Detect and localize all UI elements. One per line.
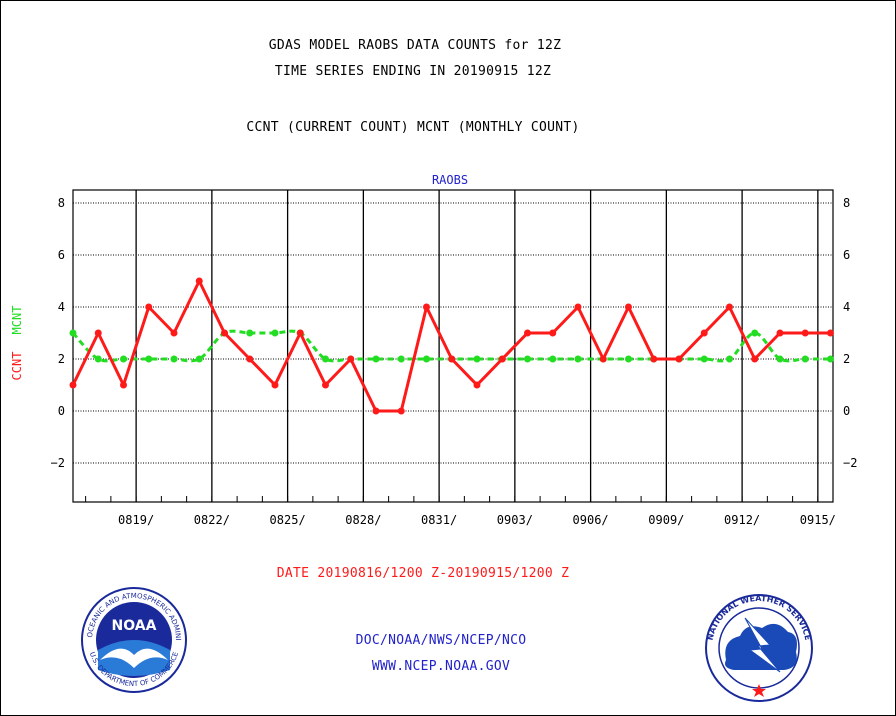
series-point-ccnt — [372, 407, 380, 415]
series-point-mcnt — [397, 355, 405, 363]
y-axis-label-ccnt: CCNT — [10, 352, 24, 381]
series-point-mcnt — [246, 329, 254, 337]
series-point-ccnt — [271, 381, 279, 389]
series-point-mcnt — [372, 355, 380, 363]
series-point-ccnt — [69, 381, 77, 389]
series-point-ccnt — [321, 381, 329, 389]
series-point-ccnt — [776, 329, 784, 337]
series-point-ccnt — [523, 329, 531, 337]
series-point-ccnt — [574, 303, 582, 311]
footer-org: DOC/NOAA/NWS/NCEP/NCO — [355, 633, 527, 648]
series-point-mcnt — [473, 355, 481, 363]
plot-area-border — [72, 189, 834, 503]
series-point-ccnt — [220, 329, 228, 337]
x-tick-label: 0906/ — [573, 513, 609, 527]
series-point-ccnt — [675, 355, 683, 363]
series-point-ccnt — [725, 303, 733, 311]
footer-url[interactable]: WWW.NCEP.NOAA.GOV — [371, 659, 511, 674]
series-point-ccnt — [801, 329, 809, 337]
series-point-mcnt — [801, 355, 809, 363]
series-point-ccnt — [195, 277, 203, 285]
series-point-mcnt — [69, 329, 77, 337]
date-range-label: DATE 20190816/1200 Z-20190915/1200 Z — [276, 566, 570, 581]
series-point-mcnt — [624, 355, 632, 363]
series-point-mcnt — [321, 355, 329, 363]
y-tick-label-left: −2 — [51, 456, 65, 470]
x-tick-label: 0912/ — [724, 513, 760, 527]
grid-layer — [73, 190, 833, 502]
series-point-ccnt — [347, 355, 355, 363]
series-point-mcnt — [422, 355, 430, 363]
y-tick-label-right: 0 — [843, 404, 850, 418]
series-point-mcnt — [523, 355, 531, 363]
series-point-ccnt — [448, 355, 456, 363]
y-tick-label-right: −2 — [843, 456, 857, 470]
y-tick-label-left: 2 — [58, 352, 65, 366]
series-point-mcnt — [170, 355, 178, 363]
panel-title: RAOBS — [432, 173, 468, 187]
series-point-ccnt — [473, 381, 481, 389]
axes-layer: 8 8 6 6 4 4 2 2 0 0 −2 −2 0819/0822/0825/0828/0831/0… — [51, 189, 857, 527]
series-point-ccnt — [296, 329, 304, 337]
series-point-ccnt — [826, 329, 834, 337]
chart-title-line3: CCNT (CURRENT COUNT) MCNT (MONTHLY COUNT… — [246, 120, 580, 135]
y-axis-label-group: CCNT MCNT — [10, 306, 24, 381]
series-point-mcnt — [271, 329, 279, 337]
chart-title-line1: GDAS MODEL RAOBS DATA COUNTS for 12Z — [268, 38, 562, 53]
series-point-mcnt — [119, 355, 127, 363]
series-point-ccnt — [170, 329, 178, 337]
x-tick-label: 0903/ — [497, 513, 533, 527]
series-point-mcnt — [145, 355, 153, 363]
series-point-mcnt — [751, 329, 759, 337]
series-point-mcnt — [195, 355, 203, 363]
y-tick-label-left: 4 — [58, 300, 65, 314]
series-layer — [69, 277, 834, 415]
series-point-ccnt — [397, 407, 405, 415]
series-point-ccnt — [624, 303, 632, 311]
series-point-mcnt — [549, 355, 557, 363]
y-tick-label-left: 6 — [58, 248, 65, 262]
series-point-ccnt — [650, 355, 658, 363]
series-point-mcnt — [776, 355, 784, 363]
series-point-ccnt — [119, 381, 127, 389]
series-point-mcnt — [826, 355, 834, 363]
series-point-ccnt — [145, 303, 153, 311]
y-tick-label-right: 8 — [843, 196, 850, 210]
series-point-ccnt — [422, 303, 430, 311]
series-point-ccnt — [700, 329, 708, 337]
series-line-ccnt — [71, 279, 831, 413]
series-point-ccnt — [549, 329, 557, 337]
series-point-ccnt — [751, 355, 759, 363]
series-point-ccnt — [498, 355, 506, 363]
series-point-ccnt — [246, 355, 254, 363]
x-tick-label: 0822/ — [194, 513, 230, 527]
series-point-mcnt — [700, 355, 708, 363]
series-point-ccnt — [94, 329, 102, 337]
chart-title-line2: TIME SERIES ENDING IN 20190915 12Z — [274, 64, 552, 79]
x-tick-label: 0831/ — [421, 513, 457, 527]
series-point-mcnt — [574, 355, 582, 363]
series-point-ccnt — [599, 355, 607, 363]
y-tick-label-left: 8 — [58, 196, 65, 210]
y-tick-label-right: 4 — [843, 300, 850, 314]
y-tick-label-left: 0 — [58, 404, 65, 418]
x-tick-label: 0915/ — [800, 513, 836, 527]
x-tick-label: 0909/ — [648, 513, 684, 527]
y-tick-label-right: 2 — [843, 352, 850, 366]
series-point-mcnt — [725, 355, 733, 363]
y-axis-label-mcnt: MCNT — [10, 306, 24, 335]
x-tick-label: 0819/ — [118, 513, 154, 527]
series-point-mcnt — [94, 355, 102, 363]
y-tick-label-right: 6 — [843, 248, 850, 262]
x-tick-label: 0828/ — [345, 513, 381, 527]
x-tick-label: 0825/ — [270, 513, 306, 527]
